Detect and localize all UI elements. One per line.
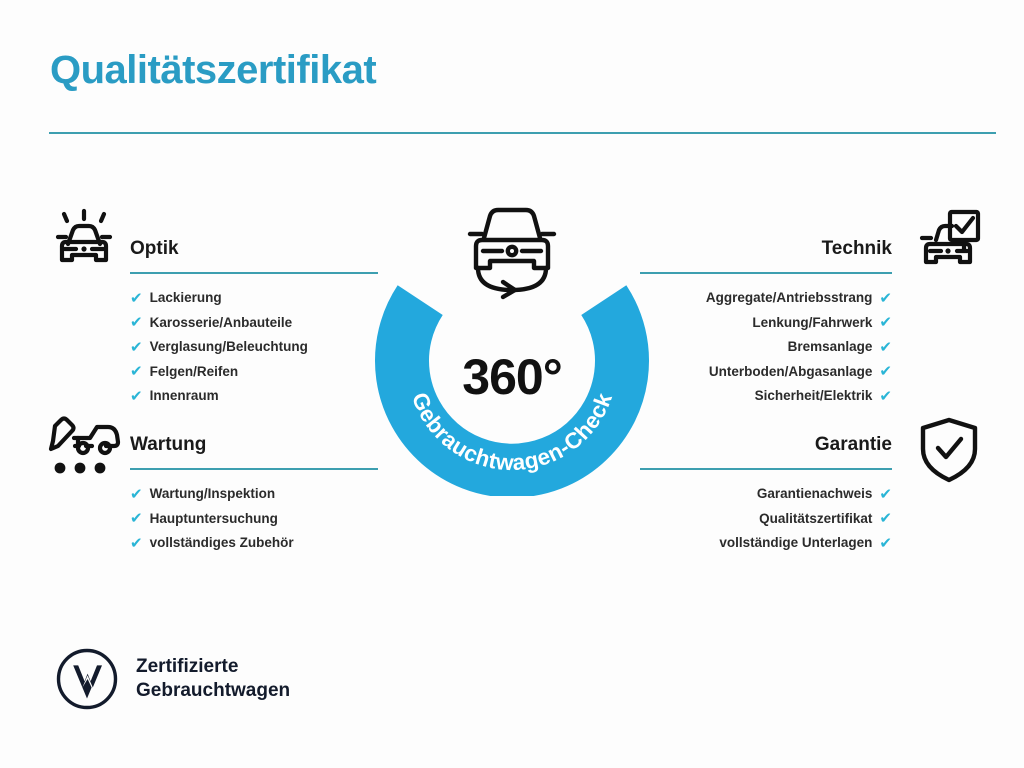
car-headlights-icon [55, 208, 113, 263]
check-icon: ✔ [130, 510, 143, 528]
section-wartung-title: Wartung [130, 434, 207, 455]
car-front-rotation-icon [467, 207, 557, 300]
section-optik: Optik ✔ Lackierung ✔ Karosserie/Anbautei… [130, 236, 378, 409]
section-optik-list: ✔ Lackierung ✔ Karosserie/Anbauteile ✔ V… [130, 286, 378, 409]
car-checkbox-icon [919, 209, 981, 265]
section-optik-rule [130, 272, 378, 274]
section-technik-head: Technik [640, 236, 892, 276]
check-icon: ✔ [130, 289, 143, 307]
badge-ring-arc [375, 285, 649, 496]
check-icon: ✔ [130, 534, 143, 552]
footer-line-2: Gebrauchtwagen [136, 680, 291, 701]
check-icon: ✔ [879, 289, 892, 307]
footer-brand: Zertifizierte Gebrauchtwagen [56, 648, 290, 710]
list-item: Qualitätszertifikat ✔ [640, 507, 892, 532]
section-wartung-rule [130, 468, 378, 470]
badge-center-label: 360° [462, 349, 562, 405]
list-item: ✔ Wartung/Inspektion [130, 482, 378, 507]
list-item: ✔ Hauptuntersuchung [130, 507, 378, 532]
check-icon: ✔ [879, 314, 892, 332]
list-item-label: vollständiges Zubehör [149, 535, 294, 550]
list-item: Bremsanlage ✔ [640, 335, 892, 360]
list-item: ✔ Lackierung [130, 286, 378, 311]
list-item: Unterboden/Abgasanlage ✔ [640, 360, 892, 385]
list-item-label: Innenraum [149, 388, 219, 403]
list-item-label: Lenkung/Fahrwerk [752, 314, 873, 330]
check-icon: ✔ [879, 485, 892, 503]
page-title: Qualitätszertifikat [50, 48, 377, 92]
list-item-label: Verglasung/Beleuchtung [149, 339, 308, 354]
list-item: ✔ Verglasung/Beleuchtung [130, 335, 378, 360]
list-item: ✔ Felgen/Reifen [130, 360, 378, 385]
list-item-label: Hauptuntersuchung [149, 510, 278, 526]
footer-line-1: Zertifizierte [136, 656, 239, 677]
section-garantie-rule [640, 468, 892, 470]
check-icon: ✔ [879, 534, 892, 552]
list-item-label: Garantienachweis [756, 486, 873, 501]
check-icon: ✔ [130, 485, 143, 503]
list-item: vollständige Unterlagen ✔ [640, 531, 892, 556]
list-item-label: Aggregate/Antriebsstrang [705, 290, 873, 305]
footer-brand-text: Zertifizierte Gebrauchtwagen [136, 655, 290, 703]
section-optik-title: Optik [130, 238, 179, 259]
list-item: Lenkung/Fahrwerk ✔ [640, 311, 892, 336]
car-oil-dipstick-icon [48, 416, 121, 474]
check-icon: ✔ [130, 314, 143, 332]
list-item-label: Bremsanlage [787, 339, 873, 354]
check-icon: ✔ [879, 363, 892, 381]
check-icon: ✔ [879, 387, 892, 405]
section-technik-title: Technik [821, 238, 892, 259]
check-icon: ✔ [879, 510, 892, 528]
section-garantie: Garantie Garantienachweis ✔ Qualitätszer… [640, 432, 892, 556]
shield-check-icon [920, 417, 978, 483]
section-wartung-head: Wartung [130, 432, 378, 472]
section-garantie-title: Garantie [814, 434, 892, 455]
section-technik-list: Aggregate/Antriebsstrang ✔ Lenkung/Fahrw… [640, 286, 892, 409]
section-optik-head: Optik [130, 236, 378, 276]
list-item: Garantienachweis ✔ [640, 482, 892, 507]
check-icon: ✔ [130, 363, 143, 381]
section-technik-rule [640, 272, 892, 274]
list-item-label: Karosserie/Anbauteile [149, 314, 293, 330]
check-icon: ✔ [130, 338, 143, 356]
list-item-label: vollständige Unterlagen [719, 535, 873, 550]
list-item: ✔ Innenraum [130, 384, 378, 409]
list-item-label: Wartung/Inspektion [149, 486, 276, 501]
section-wartung: Wartung ✔ Wartung/Inspektion ✔ Hauptunte… [130, 432, 378, 556]
section-garantie-list: Garantienachweis ✔ Qualitätszertifikat ✔… [640, 482, 892, 556]
badge-360-check: Gebrauchtwagen-Check 360° [372, 196, 652, 496]
list-item-label: Felgen/Reifen [149, 363, 239, 379]
list-item-label: Sicherheit/Elektrik [754, 388, 873, 403]
list-item-label: Unterboden/Abgasanlage [708, 363, 873, 379]
section-wartung-list: ✔ Wartung/Inspektion ✔ Hauptuntersuchung… [130, 482, 378, 556]
list-item: ✔ vollständiges Zubehör [130, 531, 378, 556]
list-item: Aggregate/Antriebsstrang ✔ [640, 286, 892, 311]
check-icon: ✔ [879, 338, 892, 356]
list-item-label: Qualitätszertifikat [759, 510, 873, 526]
badge-ring: Gebrauchtwagen-Check [375, 285, 649, 496]
list-item: Sicherheit/Elektrik ✔ [640, 384, 892, 409]
header-divider [49, 132, 996, 134]
vw-logo [56, 648, 118, 710]
list-item: ✔ Karosserie/Anbauteile [130, 311, 378, 336]
check-icon: ✔ [130, 387, 143, 405]
list-item-label: Lackierung [149, 290, 222, 305]
section-garantie-head: Garantie [640, 432, 892, 472]
section-technik: Technik Aggregate/Antriebsstrang ✔ Lenku… [640, 236, 892, 409]
